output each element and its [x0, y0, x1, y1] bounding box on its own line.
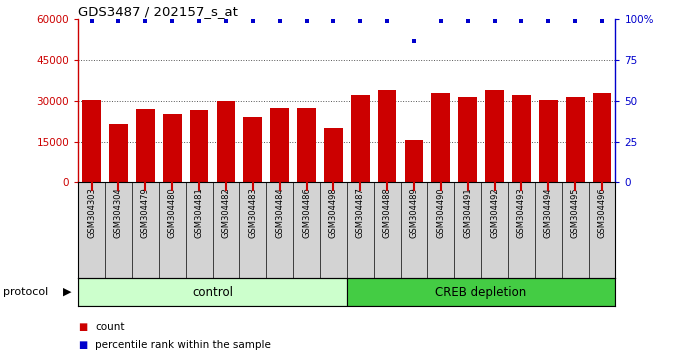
- Bar: [539, 99, 558, 182]
- Point: [301, 18, 312, 24]
- Bar: [324, 128, 343, 182]
- Bar: [82, 99, 101, 182]
- Bar: [377, 90, 396, 182]
- Bar: [216, 101, 235, 182]
- Text: GSM304494: GSM304494: [544, 187, 553, 238]
- Text: ■: ■: [78, 322, 88, 332]
- Point: [596, 18, 607, 24]
- Bar: [347, 278, 615, 306]
- Point: [543, 18, 554, 24]
- Text: GSM304495: GSM304495: [571, 187, 579, 238]
- Point: [274, 18, 285, 24]
- Bar: [458, 97, 477, 182]
- Text: GSM304498: GSM304498: [329, 187, 338, 238]
- Point: [381, 18, 392, 24]
- Text: GSM304487: GSM304487: [356, 187, 364, 238]
- Bar: [270, 108, 289, 182]
- Text: GDS3487 / 202157_s_at: GDS3487 / 202157_s_at: [78, 5, 238, 18]
- Text: protocol: protocol: [3, 287, 49, 297]
- Text: GSM304492: GSM304492: [490, 187, 499, 238]
- Text: count: count: [95, 322, 124, 332]
- Point: [86, 18, 97, 24]
- Bar: [190, 110, 209, 182]
- Bar: [78, 278, 347, 306]
- Text: GSM304488: GSM304488: [383, 187, 392, 238]
- Point: [516, 18, 527, 24]
- Point: [328, 18, 339, 24]
- Bar: [243, 117, 262, 182]
- Text: ■: ■: [78, 340, 88, 350]
- Point: [435, 18, 446, 24]
- Text: GSM304480: GSM304480: [168, 187, 177, 238]
- Point: [140, 18, 151, 24]
- Text: GSM304486: GSM304486: [302, 187, 311, 238]
- Bar: [163, 114, 182, 182]
- Point: [194, 18, 205, 24]
- Bar: [592, 93, 611, 182]
- Text: GSM304496: GSM304496: [598, 187, 607, 238]
- Point: [570, 18, 581, 24]
- Bar: [566, 97, 585, 182]
- Text: GSM304493: GSM304493: [517, 187, 526, 238]
- Text: GSM304490: GSM304490: [437, 187, 445, 238]
- Text: GSM304489: GSM304489: [409, 187, 418, 238]
- Text: CREB depletion: CREB depletion: [435, 286, 527, 298]
- Point: [113, 18, 124, 24]
- Point: [167, 18, 177, 24]
- Bar: [485, 90, 504, 182]
- Text: GSM304483: GSM304483: [248, 187, 257, 238]
- Bar: [512, 96, 531, 182]
- Text: ▶: ▶: [63, 287, 71, 297]
- Text: GSM304479: GSM304479: [141, 187, 150, 238]
- Bar: [297, 108, 316, 182]
- Text: GSM304481: GSM304481: [194, 187, 203, 238]
- Text: GSM304304: GSM304304: [114, 187, 123, 238]
- Point: [248, 18, 258, 24]
- Point: [220, 18, 231, 24]
- Point: [409, 38, 420, 44]
- Text: GSM304484: GSM304484: [275, 187, 284, 238]
- Bar: [136, 109, 155, 182]
- Text: percentile rank within the sample: percentile rank within the sample: [95, 340, 271, 350]
- Bar: [405, 140, 424, 182]
- Bar: [431, 93, 450, 182]
- Point: [462, 18, 473, 24]
- Point: [489, 18, 500, 24]
- Point: [355, 18, 366, 24]
- Text: GSM304303: GSM304303: [87, 187, 96, 238]
- Bar: [109, 124, 128, 182]
- Text: GSM304491: GSM304491: [463, 187, 472, 238]
- Text: control: control: [192, 286, 233, 298]
- Bar: [351, 96, 370, 182]
- Text: GSM304482: GSM304482: [222, 187, 231, 238]
